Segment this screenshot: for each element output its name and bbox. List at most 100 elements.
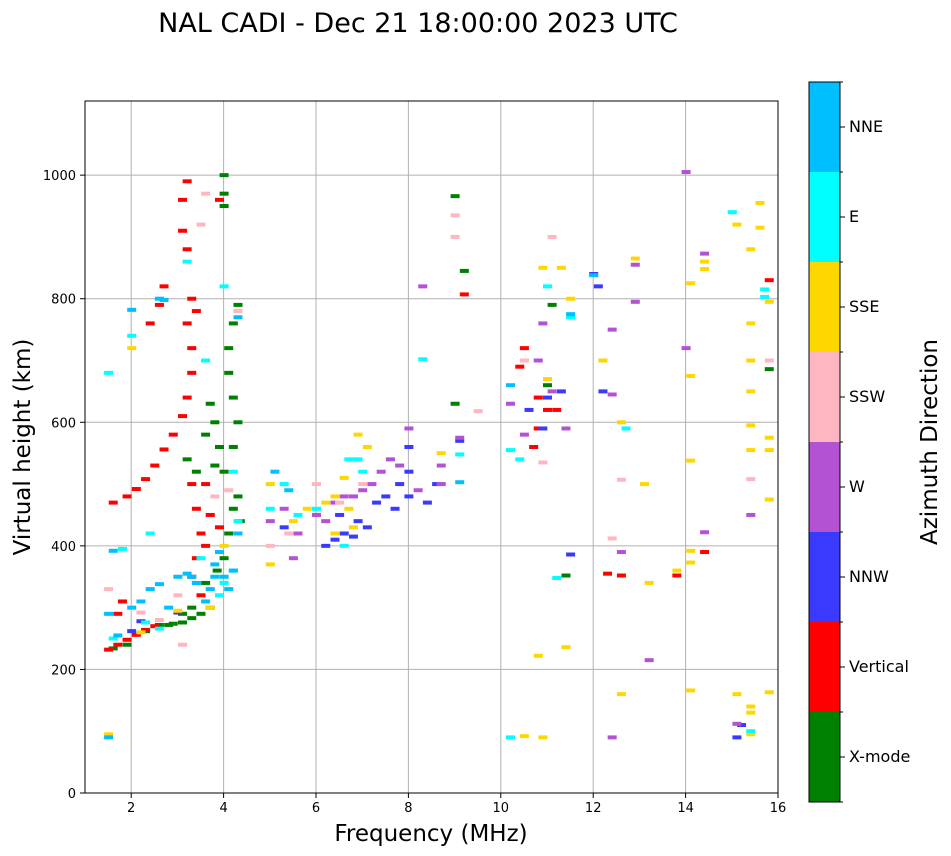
- y-tick-label: 800: [51, 293, 76, 308]
- data-point: [700, 550, 710, 555]
- data-point: [533, 426, 543, 431]
- data-point: [538, 426, 548, 431]
- data-point: [108, 646, 118, 651]
- x-axis-label: Frequency (MHz): [334, 821, 527, 847]
- data-point: [556, 265, 566, 270]
- data-point: [219, 580, 229, 585]
- data-point: [681, 346, 691, 351]
- colorbar-segment: [809, 172, 840, 262]
- grid: [85, 101, 779, 794]
- data-point: [335, 512, 345, 517]
- data-point: [764, 358, 774, 363]
- data-point: [348, 494, 358, 499]
- data-point: [506, 448, 516, 453]
- data-point: [672, 568, 682, 573]
- data-point: [219, 173, 229, 178]
- x-axis-ticks: 2 4 6 8 10 12 14 16: [127, 793, 786, 816]
- data-point: [630, 262, 640, 267]
- data-point: [205, 401, 215, 406]
- data-point: [233, 519, 243, 524]
- data-point: [348, 457, 358, 462]
- data-point: [108, 636, 118, 641]
- data-point: [764, 448, 774, 453]
- data-point: [538, 735, 548, 740]
- data-point: [159, 447, 169, 452]
- data-point: [404, 445, 414, 449]
- data-point: [598, 358, 608, 363]
- data-point: [201, 432, 211, 437]
- data-point: [288, 556, 298, 561]
- data-point: [353, 432, 363, 437]
- data-point: [344, 506, 354, 511]
- data-point: [210, 463, 220, 468]
- data-point: [358, 488, 368, 493]
- chart-title: NAL CADI - Dec 21 18:00:00 2023 UTC: [158, 8, 678, 39]
- data-point: [755, 200, 765, 205]
- data-point: [519, 432, 529, 437]
- data-point: [233, 494, 243, 499]
- data-point: [127, 605, 137, 610]
- data-point: [746, 732, 756, 737]
- data-point: [219, 469, 229, 474]
- data-point: [141, 627, 151, 632]
- data-point: [214, 550, 224, 555]
- data-point: [404, 469, 414, 474]
- data-point: [214, 593, 224, 598]
- data-point: [506, 383, 516, 388]
- data-point: [506, 401, 516, 406]
- colorbar-tick-label: E: [849, 207, 859, 226]
- data-point: [686, 373, 696, 378]
- data-point: [187, 616, 197, 621]
- data-point: [159, 297, 169, 302]
- data-point: [201, 599, 211, 604]
- data-point: [265, 519, 275, 524]
- data-point: [201, 358, 211, 363]
- data-point: [348, 534, 358, 539]
- data-point: [672, 573, 682, 578]
- data-point: [214, 445, 224, 449]
- data-point: [212, 568, 222, 573]
- data-point: [764, 690, 774, 695]
- colorbar-tick-label: NNE: [849, 117, 883, 136]
- data-point: [547, 234, 557, 239]
- data-point: [196, 556, 206, 561]
- y-tick-label: 400: [51, 540, 76, 555]
- data-point: [168, 432, 178, 437]
- colorbar-segment: [809, 82, 840, 172]
- data-point: [201, 482, 211, 487]
- data-point: [224, 370, 234, 375]
- data-point: [524, 407, 534, 412]
- data-point: [182, 395, 192, 400]
- data-point: [566, 315, 576, 320]
- data-point: [178, 228, 188, 233]
- colorbar-segment: [809, 352, 840, 442]
- data-point: [279, 482, 289, 487]
- data-point: [228, 506, 238, 511]
- data-point: [533, 358, 543, 363]
- data-point: [686, 560, 696, 565]
- colorbar-frame: [808, 81, 841, 803]
- data-point: [746, 423, 756, 428]
- data-point: [455, 435, 465, 440]
- colorbar-tick-label: W: [849, 477, 865, 496]
- data-point: [191, 556, 201, 561]
- data-point: [700, 251, 710, 256]
- data-point: [196, 593, 206, 598]
- colorbar-segment: [809, 622, 840, 712]
- data-point: [616, 420, 626, 425]
- data-point: [436, 451, 446, 456]
- data-point: [616, 692, 626, 697]
- data-point: [154, 296, 164, 301]
- data-point: [205, 512, 215, 517]
- data-point: [293, 531, 303, 536]
- data-point: [113, 611, 123, 616]
- data-point: [122, 637, 132, 642]
- data-point: [187, 574, 197, 579]
- data-point: [136, 619, 146, 624]
- data-point: [561, 573, 571, 578]
- data-point: [566, 552, 576, 557]
- data-point: [154, 622, 164, 627]
- x-tick-label: 16: [770, 801, 787, 816]
- x-tick-label: 4: [219, 801, 227, 816]
- data-point: [182, 571, 192, 576]
